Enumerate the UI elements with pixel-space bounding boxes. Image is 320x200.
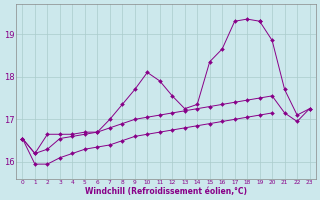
X-axis label: Windchill (Refroidissement éolien,°C): Windchill (Refroidissement éolien,°C)	[85, 187, 247, 196]
